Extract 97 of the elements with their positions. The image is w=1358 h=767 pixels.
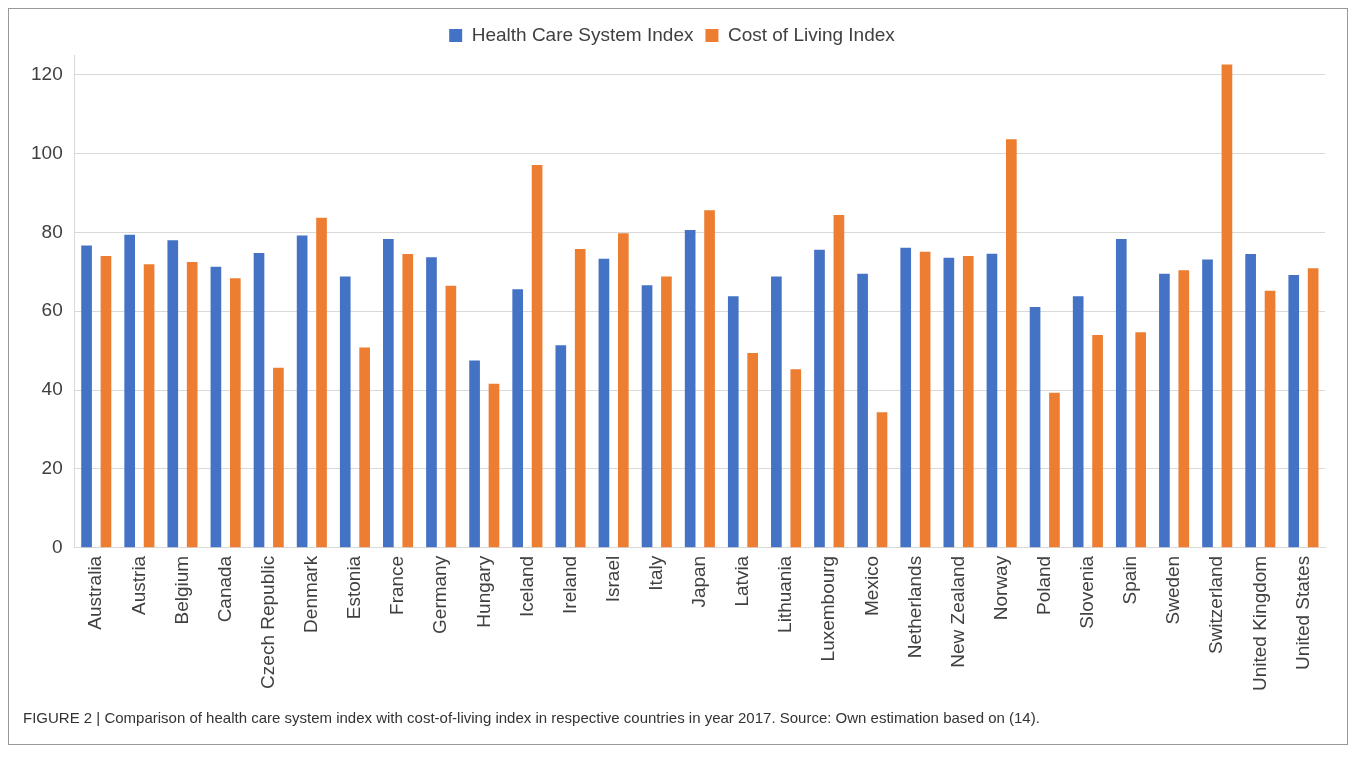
bar — [81, 245, 92, 548]
x-tick-label: Denmark — [300, 555, 322, 633]
bar — [747, 353, 758, 548]
bar — [555, 345, 567, 548]
bar — [1092, 334, 1103, 548]
bar — [426, 257, 437, 548]
x-tick-label: Latvia — [731, 555, 753, 607]
bar — [1245, 254, 1256, 548]
bar — [833, 215, 845, 548]
x-tick-label: New Zealand — [946, 555, 968, 668]
x-tick-label: Japan — [688, 555, 710, 608]
y-tick-label: 120 — [31, 62, 63, 84]
y-tick-label: 0 — [52, 536, 63, 558]
bar — [1221, 64, 1233, 548]
x-tick-label: Mexico — [860, 555, 882, 616]
x-tick-label: Belgium — [170, 555, 192, 625]
bar — [469, 360, 480, 548]
x-tick-label: Canada — [213, 555, 235, 623]
bar — [316, 217, 327, 548]
bar — [814, 249, 825, 548]
x-tick-label: Hungary — [472, 555, 494, 628]
bar — [143, 264, 155, 548]
x-tick-label: Iceland — [515, 555, 537, 618]
x-tick-label: Estonia — [343, 555, 365, 620]
bar — [617, 233, 629, 548]
bar — [253, 252, 265, 548]
bar — [359, 347, 370, 548]
bar — [1029, 306, 1041, 548]
y-tick-label: 100 — [31, 141, 63, 163]
bar — [919, 251, 931, 548]
bar — [1135, 332, 1147, 548]
bar — [1159, 273, 1170, 548]
bar — [574, 248, 586, 548]
caption: FIGURE 2 | Comparison of health care system index with cost-of-living index in respective countries in year 2017. Source: Own estimation based on (14). — [22, 708, 1041, 728]
bar — [727, 296, 739, 548]
bar — [1307, 268, 1319, 548]
bar — [488, 383, 500, 548]
bar — [1264, 290, 1276, 548]
x-tick-label: Netherlands — [903, 555, 925, 659]
x-tick-label: Poland — [1032, 555, 1054, 615]
bar — [771, 276, 782, 548]
bar — [210, 266, 222, 548]
bar — [339, 276, 351, 548]
y-tick-label: 20 — [41, 457, 63, 479]
y-tick-label: 80 — [41, 220, 63, 242]
bar — [402, 254, 414, 548]
bar — [1178, 270, 1190, 548]
bar — [684, 230, 696, 548]
bar — [229, 278, 241, 548]
bar — [1072, 296, 1084, 548]
x-tick-label: United Kingdom — [1248, 555, 1270, 692]
bar — [1202, 259, 1213, 548]
x-tick-label: Spain — [1119, 555, 1141, 605]
bar — [167, 240, 179, 548]
bar — [445, 285, 457, 548]
bar — [1115, 239, 1127, 548]
bar — [124, 234, 136, 548]
x-tick-label: Norway — [989, 555, 1011, 621]
bar — [876, 412, 888, 548]
x-tick-label: Slovenia — [1076, 555, 1098, 629]
y-tick-label: 40 — [41, 378, 63, 400]
x-tick-label: United States — [1291, 555, 1313, 670]
bar — [296, 235, 308, 548]
x-tick-label: Italy — [644, 555, 666, 591]
bar — [661, 276, 672, 548]
bar — [986, 253, 998, 548]
bar — [598, 258, 610, 548]
bar — [1288, 274, 1300, 548]
bar — [1049, 392, 1060, 548]
x-tick-label: Ireland — [558, 555, 580, 614]
bar — [512, 289, 524, 548]
bar — [704, 210, 715, 548]
bar — [790, 369, 802, 548]
x-tick-label: Lithuania — [774, 555, 796, 633]
bar — [100, 256, 112, 548]
legend-label: Cost of Living Index — [727, 23, 896, 45]
bar — [531, 165, 543, 548]
legend-label: Health Care System Index — [471, 23, 694, 45]
bar — [641, 285, 653, 548]
x-tick-label: France — [386, 555, 408, 615]
y-tick-label: 60 — [41, 299, 63, 321]
bar — [857, 273, 868, 548]
bar — [383, 239, 394, 548]
bar — [900, 247, 912, 548]
x-tick-label: Sweden — [1162, 555, 1184, 625]
bar — [943, 257, 955, 548]
x-tick-label: Israel — [601, 555, 623, 603]
bar — [962, 256, 974, 548]
x-tick-label: Switzerland — [1205, 555, 1227, 655]
bar — [1006, 139, 1017, 548]
x-tick-label: Australia — [84, 555, 106, 630]
x-tick-label: Luxembourg — [817, 555, 839, 662]
bar — [273, 367, 284, 548]
x-tick-label: Czech Republic — [256, 555, 278, 689]
x-tick-label: Austria — [127, 555, 149, 615]
x-tick-label: Germany — [429, 555, 451, 634]
bar — [186, 261, 198, 548]
